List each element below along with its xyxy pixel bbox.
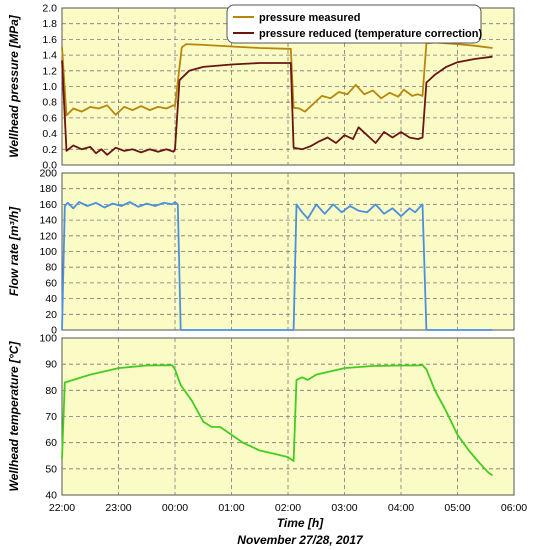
- legend-box: [226, 4, 482, 44]
- y-tick-label: 1.2: [42, 65, 57, 77]
- y-tick-label: 0.8: [42, 97, 57, 109]
- y-axis-label: Wellhead temperature [°C]: [7, 341, 21, 492]
- x-tick-label: 02:00: [275, 502, 301, 514]
- y-tick-label: 180: [39, 183, 57, 195]
- y-tick-label: 70: [45, 411, 57, 423]
- x-tick-label: 05:00: [444, 502, 470, 514]
- y-tick-label: 40: [45, 490, 57, 502]
- y-tick-label: 0: [51, 325, 57, 337]
- y-tick-label: 1.4: [42, 50, 57, 62]
- y-tick-label: 0.0: [42, 160, 57, 172]
- x-axis-label: Time [h]: [277, 516, 324, 530]
- y-tick-label: 120: [39, 230, 57, 242]
- y-tick-label: 160: [39, 199, 57, 211]
- y-tick-label: 80: [45, 262, 57, 274]
- x-tick-label: 22:00: [49, 502, 75, 514]
- x-tick-label: 01:00: [218, 502, 244, 514]
- y-tick-label: 1.8: [42, 18, 57, 30]
- y-tick-label: 0.4: [42, 128, 57, 140]
- series-line: [61, 201, 493, 331]
- y-tick-label: 0.2: [42, 144, 57, 156]
- legend: pressure measured pressure reduced (tempe…: [226, 4, 482, 44]
- flow-rate-panel: 0 20 40 60 80 100 120 140 160 180 200 Flow rate [m³…: [7, 168, 515, 337]
- y-tick-label: 1.6: [42, 34, 57, 46]
- x-tick-label: 23:00: [105, 502, 131, 514]
- y-tick-label: 140: [39, 215, 57, 227]
- x-tick-label: 06:00: [501, 502, 527, 514]
- x-tick-label: 03:00: [331, 502, 357, 514]
- y-tick-label: 90: [45, 359, 57, 371]
- y-tick-label: 200: [39, 168, 57, 180]
- y-tick-label: 50: [45, 463, 57, 475]
- x-axis-sublabel: November 27/28, 2017: [237, 533, 364, 547]
- temperature-panel: 40 50 60 70 80 90 100 Wellhead temperature [°C]: [7, 333, 515, 502]
- y-tick-label: 60: [45, 437, 57, 449]
- y-tick-label: 2.0: [42, 3, 57, 15]
- y-tick-label: 0.6: [42, 112, 57, 124]
- x-axis: 22:00 23:00 00:00 01:00 02:00 03:00 04:00 05:00…: [49, 502, 527, 514]
- legend-entry: pressure measured: [259, 12, 361, 24]
- x-tick-label: 00:00: [162, 502, 188, 514]
- series-line: [61, 55, 493, 156]
- series-line: [61, 364, 493, 477]
- legend-entry: pressure reduced (temperature correction…: [259, 28, 482, 40]
- y-tick-label: 100: [39, 333, 57, 345]
- y-tick-label: 1.0: [42, 81, 57, 93]
- y-axis-label: Flow rate [m³/h]: [7, 206, 21, 296]
- y-tick-label: 40: [45, 293, 57, 305]
- y-tick-label: 60: [45, 277, 57, 289]
- y-tick-label: 20: [45, 309, 57, 321]
- y-tick-label: 80: [45, 385, 57, 397]
- x-tick-label: 04:00: [388, 502, 414, 514]
- y-axis-label: Wellhead pressure [MPa]: [7, 14, 21, 157]
- y-tick-label: 100: [39, 246, 57, 258]
